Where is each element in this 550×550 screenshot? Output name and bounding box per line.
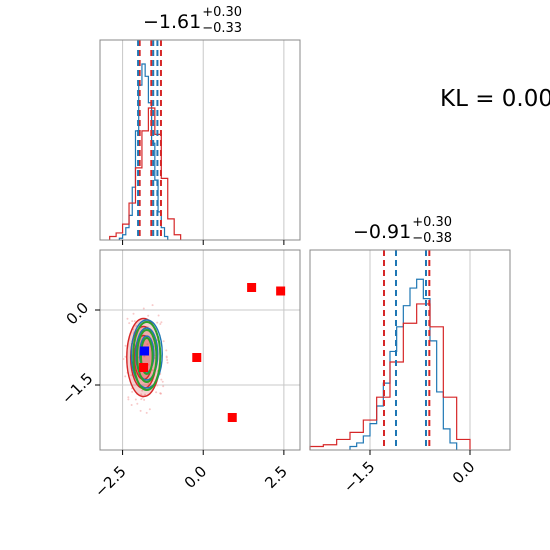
title-param-2-sub: −0.38 [412, 231, 453, 246]
joint-sample-point [142, 307, 145, 310]
title-param-2: −0.91 +0.30 −0.38 [353, 215, 452, 246]
joint-xtick-label: 0.0 [181, 462, 211, 492]
joint-contour-green [139, 337, 154, 375]
joint-sample-point [162, 340, 165, 343]
joint-marker-red [276, 286, 286, 296]
joint-frame [99, 249, 301, 451]
joint-marker-red [227, 413, 237, 422]
joint-xtick-label: −2.5 [91, 462, 129, 500]
joint-marker-red [192, 353, 202, 362]
joint-sample-point [166, 361, 169, 364]
histogram-panel-param-1 [99, 39, 301, 245]
joint-sample-point [124, 344, 127, 347]
joint-sample-point [156, 384, 159, 387]
param2-hist-red [309, 303, 471, 450]
joint-sample-point [160, 378, 163, 381]
joint-sample-point [148, 408, 151, 411]
joint-marker-red [139, 363, 149, 372]
joint-sample-point [151, 304, 154, 307]
joint-sample-point [147, 314, 150, 317]
joint-sample-point [165, 349, 168, 352]
joint-contour-blue [135, 327, 159, 381]
joint-xtick-label: 2.5 [261, 462, 291, 492]
histogram-panel-param-2: −1.5 0.0 [309, 249, 511, 496]
joint-contour-blue [130, 319, 163, 389]
joint-sample-point [122, 357, 125, 360]
joint-sample-point [146, 343, 149, 346]
joint-sample-point [128, 322, 131, 325]
param1-hist-red [109, 107, 182, 240]
joint-sample-point [135, 325, 138, 328]
joint-sample-point [165, 355, 168, 358]
joint-sample-point [127, 396, 130, 399]
joint-sample-point [160, 321, 163, 324]
joint-sample-point [132, 312, 135, 315]
joint-sample-point [139, 409, 142, 412]
param1-frame [99, 39, 301, 241]
param2-frame [309, 249, 511, 451]
kl-annotation: KL = 0.00 [440, 86, 550, 112]
param2-xtick-label: 0.0 [449, 458, 479, 488]
joint-sample-point [130, 403, 133, 406]
joint-sample-point [141, 389, 144, 392]
joint-sample-point [157, 314, 160, 317]
joint-sample-point [161, 380, 164, 383]
joint-sample-point [127, 398, 130, 401]
param2-xtick-label: −1.5 [340, 458, 378, 496]
joint-sample-point [166, 359, 169, 362]
title-param-1-sub: −0.33 [202, 21, 243, 36]
joint-scatter-panel: −2.5 0.0 2.5 0.0 −1.5 [58, 249, 301, 501]
joint-sample-point [144, 393, 147, 396]
joint-sample-point [162, 385, 165, 388]
joint-sample-point [133, 320, 136, 323]
joint-sample-point [124, 375, 127, 378]
joint-marker-blue [140, 346, 150, 356]
joint-sample-point [156, 321, 159, 324]
joint-sample-point [159, 392, 162, 395]
joint-sample-point [159, 323, 162, 326]
title-param-2-main: −0.91 [353, 221, 412, 243]
joint-sample-point [155, 391, 158, 394]
joint-sample-point [130, 374, 133, 377]
title-param-1: −1.61 +0.30 −0.33 [143, 5, 242, 36]
joint-sample-point [145, 411, 148, 414]
joint-contour-green [136, 329, 158, 383]
joint-contour-green [132, 321, 162, 391]
joint-ytick-label: 0.0 [63, 299, 93, 329]
joint-sample-point [151, 369, 154, 372]
title-param-1-sup: +0.30 [202, 5, 243, 20]
joint-sample-point [140, 393, 143, 396]
joint-sample-point [136, 402, 139, 405]
joint-sample-point [140, 398, 143, 401]
joint-sample-point [126, 317, 129, 320]
joint-sample-point [131, 320, 134, 323]
joint-sample-point [143, 398, 146, 401]
joint-ytick-label: −1.5 [58, 369, 96, 407]
title-param-1-main: −1.61 [143, 11, 202, 33]
title-param-2-sup: +0.30 [412, 215, 453, 230]
joint-sample-point [124, 355, 127, 358]
joint-marker-red [247, 283, 257, 292]
joint-sample-point [134, 398, 137, 401]
param2-hist-blue [349, 278, 458, 450]
joint-sample-point [131, 390, 134, 393]
joint-sample-point [143, 355, 146, 358]
